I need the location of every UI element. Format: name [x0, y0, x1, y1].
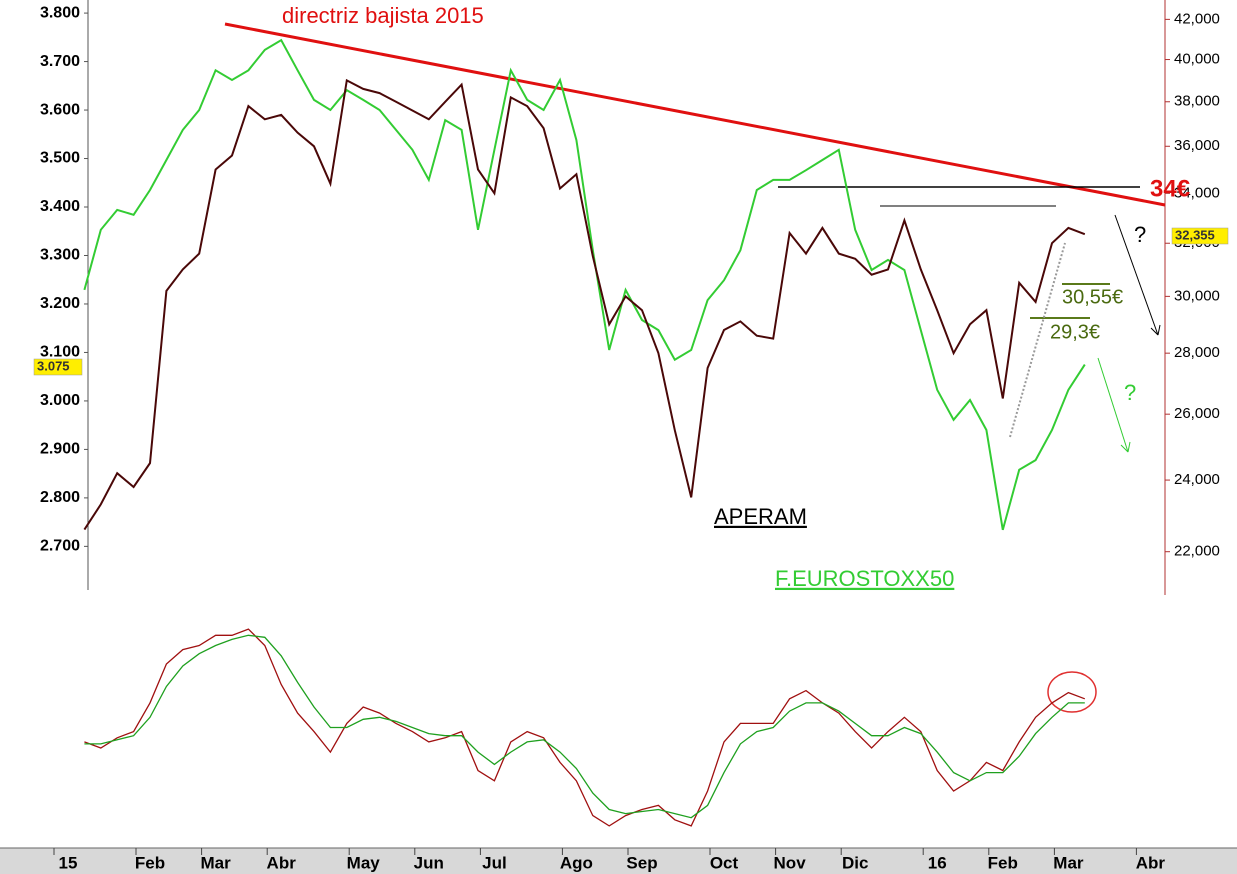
y2-tick-label: 26,000 [1174, 405, 1220, 422]
x-tick-label: Feb [988, 853, 1018, 872]
y2-tick-label: 24,000 [1174, 471, 1220, 488]
series-line [83, 38, 1086, 531]
x-tick-label: Abr [267, 853, 297, 872]
y-tick-label: 3.400 [40, 198, 80, 215]
y-tick-label: 2.900 [40, 441, 80, 458]
y-tick-label: 3.600 [40, 101, 80, 118]
y2-tick-label: 38,000 [1174, 93, 1220, 110]
y-tick-label: 3.800 [40, 4, 80, 21]
trend-dotted [1009, 242, 1066, 438]
price-tag-bg [33, 358, 83, 376]
x-tick-label: Dic [842, 853, 868, 872]
y-tick-label: 3.300 [40, 247, 80, 264]
series-line [84, 634, 1085, 819]
arrow-head [1120, 441, 1131, 453]
x-tick-label: Oct [710, 853, 739, 872]
x-tick-label: May [347, 853, 381, 872]
price-tag: 3.075 [37, 358, 70, 373]
series-label: APERAM [714, 504, 807, 529]
x-tick-label: 16 [928, 853, 947, 872]
x-tick-label: Ago [560, 853, 593, 872]
y2-tick-label: 40,000 [1174, 51, 1220, 68]
arrow [1114, 214, 1159, 336]
y2-tick-label: 22,000 [1174, 543, 1220, 560]
price-tag: 32,355 [1175, 227, 1215, 242]
annotation: ? [1134, 222, 1146, 247]
x-tick-label: Feb [135, 853, 165, 872]
y2-tick-label: 30,000 [1174, 287, 1220, 304]
x-tick-label: Jul [482, 853, 507, 872]
x-tick-label: Mar [200, 853, 231, 872]
series-line [83, 78, 1086, 531]
x-axis-strip [0, 848, 1237, 874]
y-tick-label: 2.700 [40, 538, 80, 555]
y-tick-label: 3.700 [40, 53, 80, 70]
annotation: 34€ [1150, 175, 1190, 202]
price-tag-bg [1171, 227, 1229, 245]
arrow-head [1150, 324, 1161, 336]
arrow [1097, 357, 1129, 453]
y-tick-label: 3.000 [40, 392, 80, 409]
trend-line [224, 22, 1166, 207]
series-line [84, 628, 1086, 827]
y-tick-label: 3.200 [40, 295, 80, 312]
y2-tick-label: 34,000 [1174, 184, 1220, 201]
y2-tick-label: 42,000 [1174, 10, 1220, 27]
highlight-circle [1047, 671, 1097, 713]
annotation: directriz bajista 2015 [282, 3, 484, 28]
x-tick-label: Nov [774, 853, 807, 872]
annotation: 30,55€ [1062, 286, 1123, 308]
annotation: 29,3€ [1050, 321, 1100, 343]
y2-tick-label: 28,000 [1174, 344, 1220, 361]
x-tick-label: Sep [626, 853, 657, 872]
y2-tick-label: 36,000 [1174, 137, 1220, 154]
x-tick-label: Abr [1136, 853, 1166, 872]
annotation: ? [1124, 380, 1136, 405]
x-tick-label: Mar [1053, 853, 1084, 872]
y-tick-label: 3.500 [40, 150, 80, 167]
y-tick-label: 3.100 [40, 344, 80, 361]
x-tick-label: 15 [59, 853, 78, 872]
y-tick-label: 2.800 [40, 489, 80, 506]
x-tick-label: Jun [414, 853, 444, 872]
series-label: F.EUROSTOXX50 [775, 566, 954, 591]
